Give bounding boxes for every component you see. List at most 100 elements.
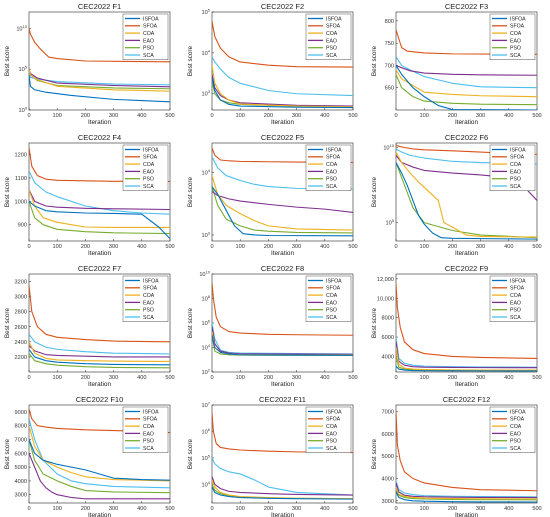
y-tick-label: 1000 <box>15 199 27 205</box>
x-tick-label: 200 <box>264 113 273 119</box>
x-tick-label: 200 <box>448 113 457 119</box>
x-tick-label: 300 <box>476 506 485 512</box>
series-line-sfoa <box>212 412 353 454</box>
x-tick-label: 200 <box>448 244 457 250</box>
x-tick-label: 100 <box>236 113 245 119</box>
x-tick-label: 0 <box>27 375 30 381</box>
x-tick-label: 0 <box>210 506 213 512</box>
x-tick-label: 100 <box>236 375 245 381</box>
legend-entry: COA <box>510 424 522 430</box>
series-line-eao <box>29 453 170 500</box>
legend-entry: SFOA <box>326 286 341 292</box>
series-line-pso <box>396 74 537 106</box>
x-tick-label: 100 <box>53 375 62 381</box>
x-axis-label: Iteration <box>88 119 112 126</box>
legend-entry: COA <box>326 162 338 168</box>
series-line-isfoa <box>396 65 537 110</box>
y-axis-label: Best score <box>4 176 11 207</box>
series-line-eao <box>396 341 537 369</box>
x-tick-label: 300 <box>476 244 485 250</box>
y-tick-label: 10,000 <box>377 296 394 302</box>
y-tick-label: 700 <box>385 63 394 69</box>
series-line-pso <box>29 439 170 494</box>
legend-entry: SCA <box>510 315 521 321</box>
y-tick-label: 100 <box>19 106 28 115</box>
x-axis-label: Iteration <box>88 381 112 388</box>
x-tick-label: 300 <box>109 244 118 250</box>
series-line-sca <box>29 170 170 215</box>
series-line-coa <box>396 487 537 500</box>
x-tick-label: 300 <box>292 113 301 119</box>
series-line-sca <box>396 336 537 368</box>
x-tick-label: 400 <box>504 506 513 512</box>
y-tick-label: 4000 <box>382 354 394 360</box>
x-axis-label: Iteration <box>271 250 295 257</box>
y-tick-label: 104 <box>202 343 211 352</box>
legend-entry: EAO <box>510 300 521 306</box>
y-tick-label: 1010 <box>199 270 210 279</box>
legend-entry: EAO <box>143 431 154 437</box>
x-tick-label: 400 <box>320 375 329 381</box>
legend-entry: COA <box>510 31 522 37</box>
legend-entry: SCA <box>510 446 521 452</box>
x-tick-label: 200 <box>448 506 457 512</box>
x-axis-label: Iteration <box>455 512 479 517</box>
series-line-sfoa <box>212 147 353 164</box>
x-tick-label: 100 <box>53 244 62 250</box>
x-tick-label: 500 <box>348 375 357 381</box>
legend-entry: SFOA <box>326 155 341 161</box>
x-axis-label: Iteration <box>455 381 479 388</box>
y-tick-label: 105 <box>202 453 211 462</box>
x-tick-label: 300 <box>292 506 301 512</box>
x-tick-label: 400 <box>137 244 146 250</box>
legend-entry: PSO <box>326 177 337 183</box>
chart-panel-9: CEC2022 F9 0 100 200 300 400 500 4000 6000 8000 10… <box>371 264 542 388</box>
chart-title: CEC2022 F8 <box>261 264 304 273</box>
x-tick-label: 400 <box>137 506 146 512</box>
series-line-isfoa <box>212 186 353 237</box>
y-tick-label: 3000 <box>15 493 27 499</box>
y-tick-label: 7000 <box>382 410 394 416</box>
legend-entry: SCA <box>326 53 337 59</box>
legend-entry: COA <box>143 424 155 430</box>
legend-entry: SFOA <box>326 24 341 30</box>
series-line-coa <box>29 341 170 362</box>
x-tick-label: 500 <box>532 506 541 512</box>
x-tick-label: 0 <box>27 244 30 250</box>
chart-panel-4: CEC2022 F4 0 100 200 300 400 500 900 1000 1100 120… <box>4 133 175 257</box>
x-axis-label: Iteration <box>271 512 295 517</box>
y-tick-label: 3000 <box>15 295 27 301</box>
legend-entry: EAO <box>326 431 337 437</box>
x-tick-label: 500 <box>532 113 541 119</box>
legend-entry: SCA <box>143 53 154 59</box>
x-tick-label: 400 <box>320 244 329 250</box>
series-line-sfoa <box>396 411 537 492</box>
series-line-pso <box>212 186 353 234</box>
x-axis-label: Iteration <box>455 250 479 257</box>
x-tick-label: 200 <box>81 244 90 250</box>
x-tick-label: 100 <box>420 113 429 119</box>
legend-entry: COA <box>326 293 338 299</box>
y-tick-label: 8000 <box>382 316 394 322</box>
legend-entry: ISFOA <box>143 147 159 153</box>
series-line-sfoa <box>396 283 537 359</box>
legend-entry: EAO <box>510 431 521 437</box>
legend-entry: COA <box>510 293 522 299</box>
legend-entry: PSO <box>510 46 521 52</box>
x-tick-label: 200 <box>81 375 90 381</box>
y-tick-label: 1100 <box>15 176 27 182</box>
x-tick-label: 200 <box>264 506 273 512</box>
x-tick-label: 0 <box>210 113 213 119</box>
legend-entry: EAO <box>143 38 154 44</box>
legend-entry: SFOA <box>143 155 158 161</box>
series-line-eao <box>29 189 170 211</box>
series-line-isfoa <box>29 439 170 481</box>
series-line-isfoa <box>396 162 537 240</box>
